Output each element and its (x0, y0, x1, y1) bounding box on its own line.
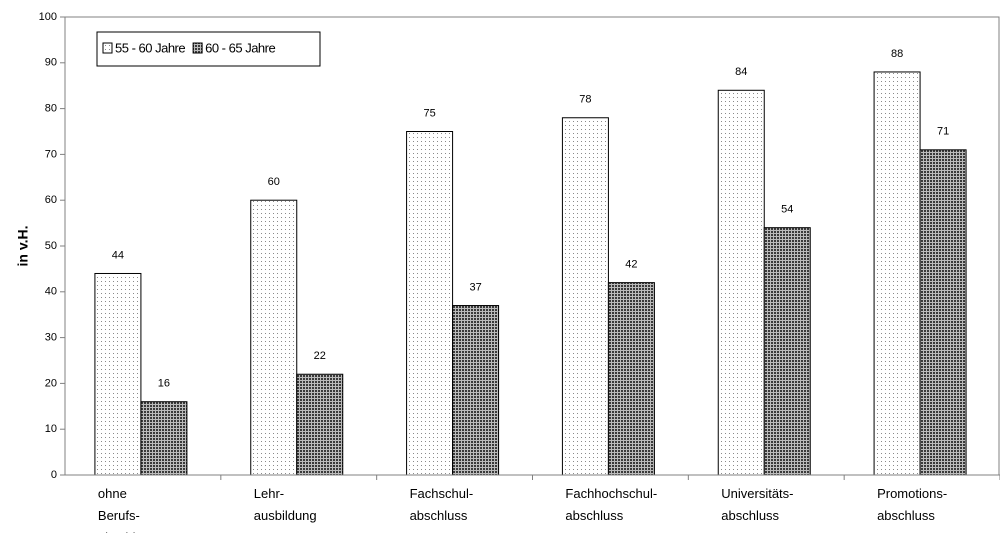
y-tick-label: 60 (45, 194, 57, 206)
bar (296, 373, 344, 476)
value-label: 44 (112, 249, 124, 261)
y-axis-label: in v.H. (15, 226, 31, 267)
bar (607, 282, 655, 476)
y-tick-label: 100 (39, 11, 57, 23)
bar (919, 149, 967, 476)
bar (717, 89, 765, 476)
y-tick-label: 20 (45, 377, 57, 389)
x-tick-label: Universitäts-abschluss (721, 486, 793, 523)
y-tick-label: 70 (45, 148, 57, 160)
value-label: 78 (579, 94, 591, 106)
legend-label: 60 - 65 Jahre (205, 40, 275, 55)
y-tick-label: 30 (45, 332, 57, 344)
x-tick-label: Fachhochschul-abschluss (565, 486, 657, 523)
bar (140, 401, 188, 476)
y-tick-label: 80 (45, 103, 57, 115)
y-tick-label: 0 (51, 469, 57, 481)
bar (561, 117, 609, 476)
bar (406, 131, 454, 476)
legend-swatch (102, 42, 113, 54)
value-label: 84 (735, 66, 747, 78)
y-tick-label: 10 (45, 423, 57, 435)
y-tick-label: 50 (45, 240, 57, 252)
value-label: 42 (625, 259, 637, 271)
x-tick-label: Promotions-abschluss (877, 486, 947, 523)
legend-label: 55 - 60 Jahre (115, 40, 185, 55)
x-tick-label: Fachschul-abschluss (410, 486, 474, 523)
value-label: 60 (268, 176, 280, 188)
bar (452, 305, 500, 476)
value-label: 54 (781, 204, 793, 216)
legend-box (96, 31, 321, 67)
bar (94, 272, 142, 476)
value-label: 88 (891, 48, 903, 60)
value-label: 22 (314, 350, 326, 362)
value-label: 71 (937, 126, 949, 138)
value-label: 37 (469, 281, 481, 293)
x-tick-label: Lehr-ausbildung (254, 486, 317, 523)
legend-swatch (192, 42, 203, 54)
bar (873, 71, 921, 476)
bar (763, 227, 811, 476)
plot-frame (64, 16, 1000, 476)
y-tick-label: 90 (45, 57, 57, 69)
y-tick-label: 40 (45, 286, 57, 298)
bar (250, 199, 298, 476)
value-label: 16 (158, 378, 170, 390)
value-label: 75 (423, 107, 435, 119)
